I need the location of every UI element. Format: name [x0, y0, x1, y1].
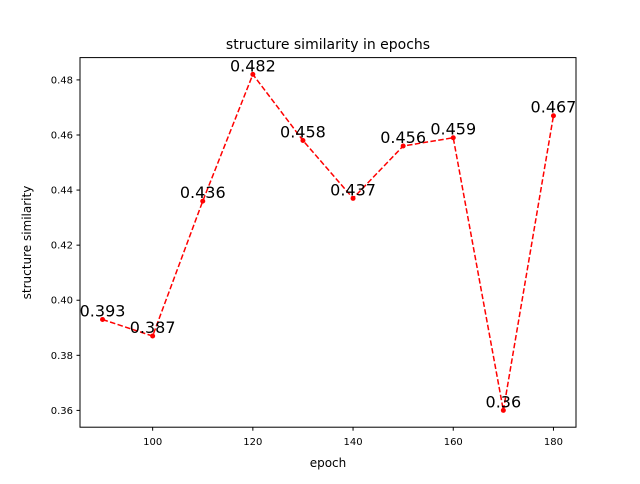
y-tick-label: 0.38	[51, 351, 73, 362]
data-point	[450, 135, 456, 141]
data-label: 0.436	[180, 183, 226, 202]
data-label: 0.482	[230, 56, 276, 75]
x-axis-label: epoch	[310, 456, 347, 470]
plot-frame	[79, 57, 577, 428]
data-label: 0.393	[80, 302, 126, 321]
y-tick-label: 0.40	[51, 296, 73, 307]
data-point	[250, 71, 256, 77]
x-tick-label: 160	[444, 437, 463, 448]
data-point	[550, 113, 556, 119]
data-label: 0.458	[280, 122, 326, 141]
data-label: 0.459	[430, 120, 476, 139]
y-tick-label: 0.48	[51, 75, 73, 86]
data-point	[200, 198, 206, 204]
data-point	[500, 407, 506, 413]
y-tick-label: 0.44	[51, 186, 73, 197]
data-label: 0.467	[531, 98, 577, 117]
y-tick-label: 0.46	[51, 130, 73, 141]
x-tick-label: 180	[544, 437, 563, 448]
chart-title: structure similarity in epochs	[226, 37, 430, 53]
data-label: 0.456	[380, 128, 426, 147]
data-point	[300, 137, 306, 143]
series-line	[102, 72, 555, 411]
y-tick-label: 0.36	[51, 406, 73, 417]
data-point	[150, 333, 156, 339]
data-label: 0.387	[130, 318, 176, 337]
data-point	[400, 143, 406, 149]
data-label: 0.36	[486, 392, 522, 411]
y-axis-label: structure similarity	[20, 186, 34, 300]
x-tick-label: 100	[143, 437, 162, 448]
data-point	[100, 317, 106, 323]
x-tick-label: 120	[243, 437, 262, 448]
data-point	[350, 195, 356, 201]
y-tick-label: 0.42	[51, 241, 73, 252]
data-label: 0.437	[330, 180, 376, 199]
x-tick-label: 140	[344, 437, 363, 448]
